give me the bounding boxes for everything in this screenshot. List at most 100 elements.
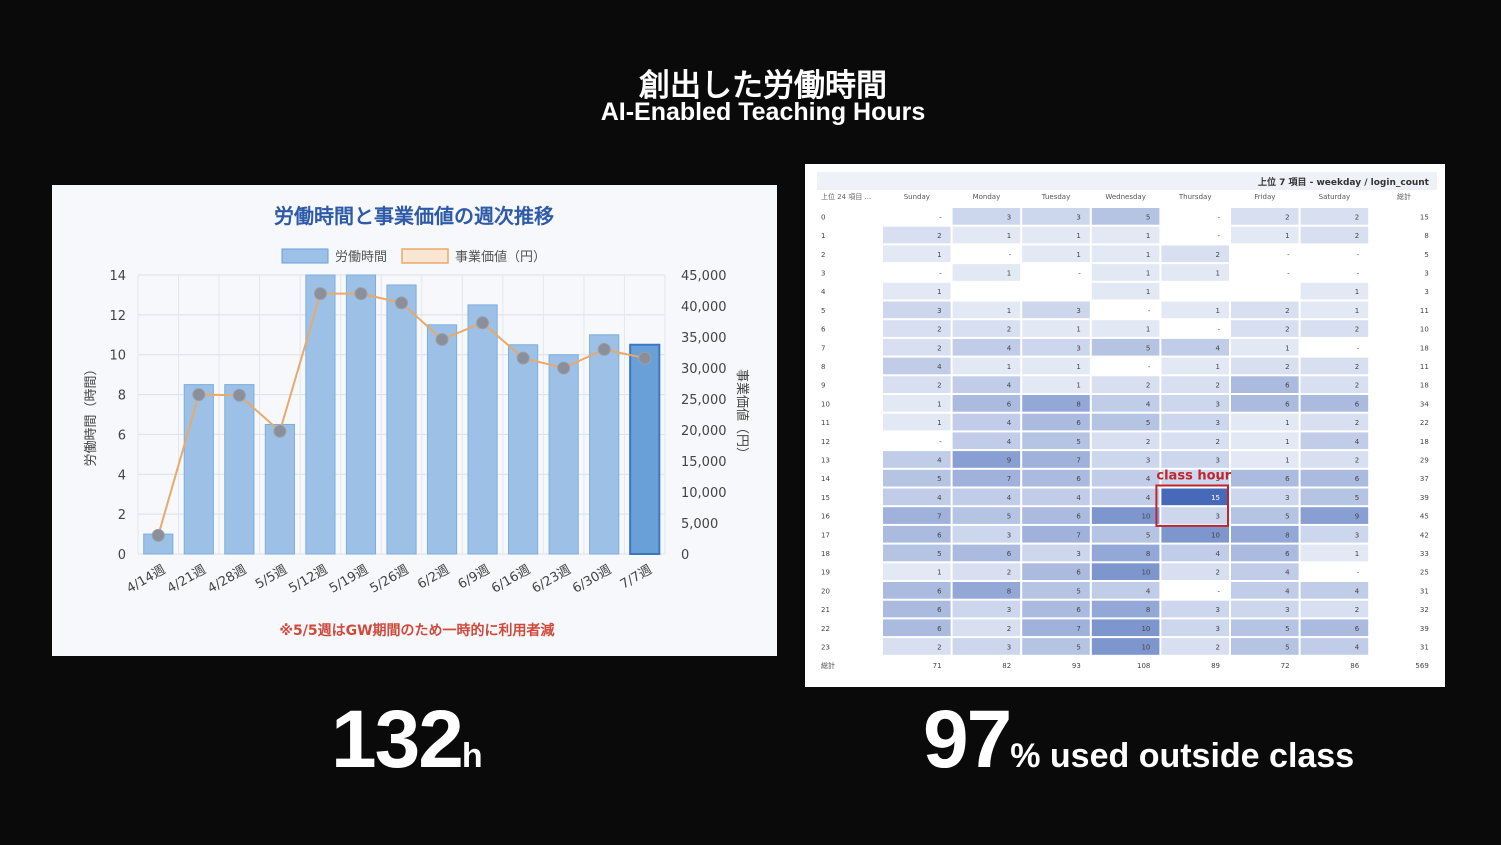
heatmap-cell-value: 5 [1285,625,1289,633]
hours-stat-value: 132 [331,694,464,785]
heatmap-cell-value: 4 [1355,643,1360,651]
heatmap-corner-label: 上位 24 項目 ... [821,192,871,201]
heatmap-cell-value: - [1287,251,1290,259]
heatmap-cell [952,301,1021,319]
heatmap-cell [1022,507,1090,524]
heatmap-cell-value: 2 [1007,326,1011,334]
heatmap-total-value: 89 [1211,662,1220,670]
heatmap-cell [952,376,1021,393]
heatmap-cell [1161,488,1229,506]
heatmap-cell-value: 5 [1285,513,1289,521]
heatmap-cell [1022,600,1090,618]
heatmap-cell [1022,413,1090,431]
x-tick-label: 6/16週 [489,562,533,596]
heatmap-cell-value: 1 [1285,438,1289,446]
heatmap-cell-value: - [1009,251,1012,259]
heatmap-cell-value: 6 [1076,419,1081,427]
heatmap-cell-value: 3 [937,307,941,315]
heatmap-cell [1022,619,1090,637]
heatmap-cell [883,582,951,599]
heatmap-cell-value: 1 [1146,251,1150,259]
heatmap-cell-value: 4 [1007,438,1012,446]
heatmap-cell [1231,432,1299,450]
heatmap-cell [1300,451,1369,468]
heatmap-cell-value: 8 [1076,400,1080,408]
heatmap-cell [1091,413,1160,431]
heatmap-cell [1231,301,1299,319]
x-tick-label: 7/7週 [618,562,655,592]
heatmap-cell-value: 1 [1355,288,1359,296]
heatmap-cell-value: 3 [1355,531,1359,539]
heatmap-cell [1231,320,1299,337]
heatmap-cell [952,413,1021,431]
heatmap-cell [1161,563,1229,580]
heatmap-cell-value: 4 [1146,494,1151,502]
class-hour-label: class hour [1156,469,1231,484]
heatmap-cell-value: 1 [1076,326,1080,334]
heatmap-cell [1022,432,1090,450]
heatmap-cell [952,357,1021,375]
heatmap-cell [1022,338,1090,356]
heatmap-cell-value: 4 [1285,587,1290,595]
heatmap-row-label: 20 [821,587,830,595]
bar-hours [629,343,661,555]
heatmap-cell-value: 7 [1007,475,1011,483]
heatmap-cell-value: - [1357,344,1360,352]
heatmap-cell-value: 4 [1007,382,1012,390]
heatmap-cell [952,432,1021,450]
heatmap-row-label: 3 [821,269,825,277]
heatmap-cell-value: - [1357,251,1360,259]
y2-tick-label: 0 [681,548,689,563]
heatmap-cell-value: 6 [937,606,942,614]
bar-hours [224,384,255,555]
heatmap-cell-value: 8 [1146,606,1150,614]
heatmap-cell [1231,338,1299,356]
heatmap-cell-value: 3 [1285,606,1289,614]
heatmap-cell-value: 6 [1076,513,1081,521]
heatmap-cell-value: 3 [1007,606,1011,614]
heatmap-cell-value: 1 [1355,550,1359,558]
heatmap-total-value: 108 [1137,662,1150,670]
heatmap-cell [1161,338,1229,356]
heatmap-cell-value: 4 [937,456,942,464]
heatmap-cell-value: - [939,213,942,221]
heatmap-cell [1022,395,1090,412]
legend-label-value: 事業価値（円） [455,249,546,265]
hours-stat-unit: h [461,737,483,775]
chart-title: 労働時間と事業価値の週次推移 [274,204,554,228]
heatmap-cell [1231,638,1299,655]
bar-hours [508,344,539,555]
heatmap-cell-value: 6 [937,531,942,539]
heatmap-cell-value: 25 [1420,569,1429,577]
heatmap-cell-value: 4 [1355,438,1360,446]
heatmap-cell [952,582,1021,599]
heatmap-column-header: Thursday [1178,193,1212,201]
heatmap-cell-value: 2 [1355,456,1359,464]
heatmap-cell [1161,376,1229,393]
heatmap-cell [1300,376,1369,393]
heatmap-cell [1091,600,1160,618]
heatmap-cell [1300,432,1369,450]
heatmap-cell [1231,507,1299,524]
heatmap-cell [883,226,951,244]
heatmap-cell [1300,282,1369,300]
heatmap-cell-value: 2 [1285,307,1289,315]
heatmap-cell [1300,469,1369,487]
heatmap-column-header: Monday [973,193,1001,201]
heatmap-cell-value: 29 [1420,456,1429,464]
x-tick-label: 6/9週 [456,562,493,592]
heatmap-cell-value: 6 [1355,400,1360,408]
heatmap-total-value: 93 [1072,662,1081,670]
heatmap-row-label: 14 [821,475,830,483]
heatmap-row-label: 10 [821,400,830,408]
heatmap-cell-value: 2 [1216,382,1220,390]
heatmap-cell-value: 45 [1420,513,1429,521]
heatmap-cell-value: 8 [1285,531,1289,539]
x-tick-label: 6/2週 [415,562,452,592]
heatmap-cell-value: 4 [1007,344,1012,352]
heatmap-cell-value: 39 [1420,625,1429,633]
heatmap-cell-value: 5 [1076,587,1080,595]
point-business-value [476,316,490,330]
heatmap-cell-value: 2 [937,232,941,240]
heatmap-cell-value: - [1148,307,1151,315]
